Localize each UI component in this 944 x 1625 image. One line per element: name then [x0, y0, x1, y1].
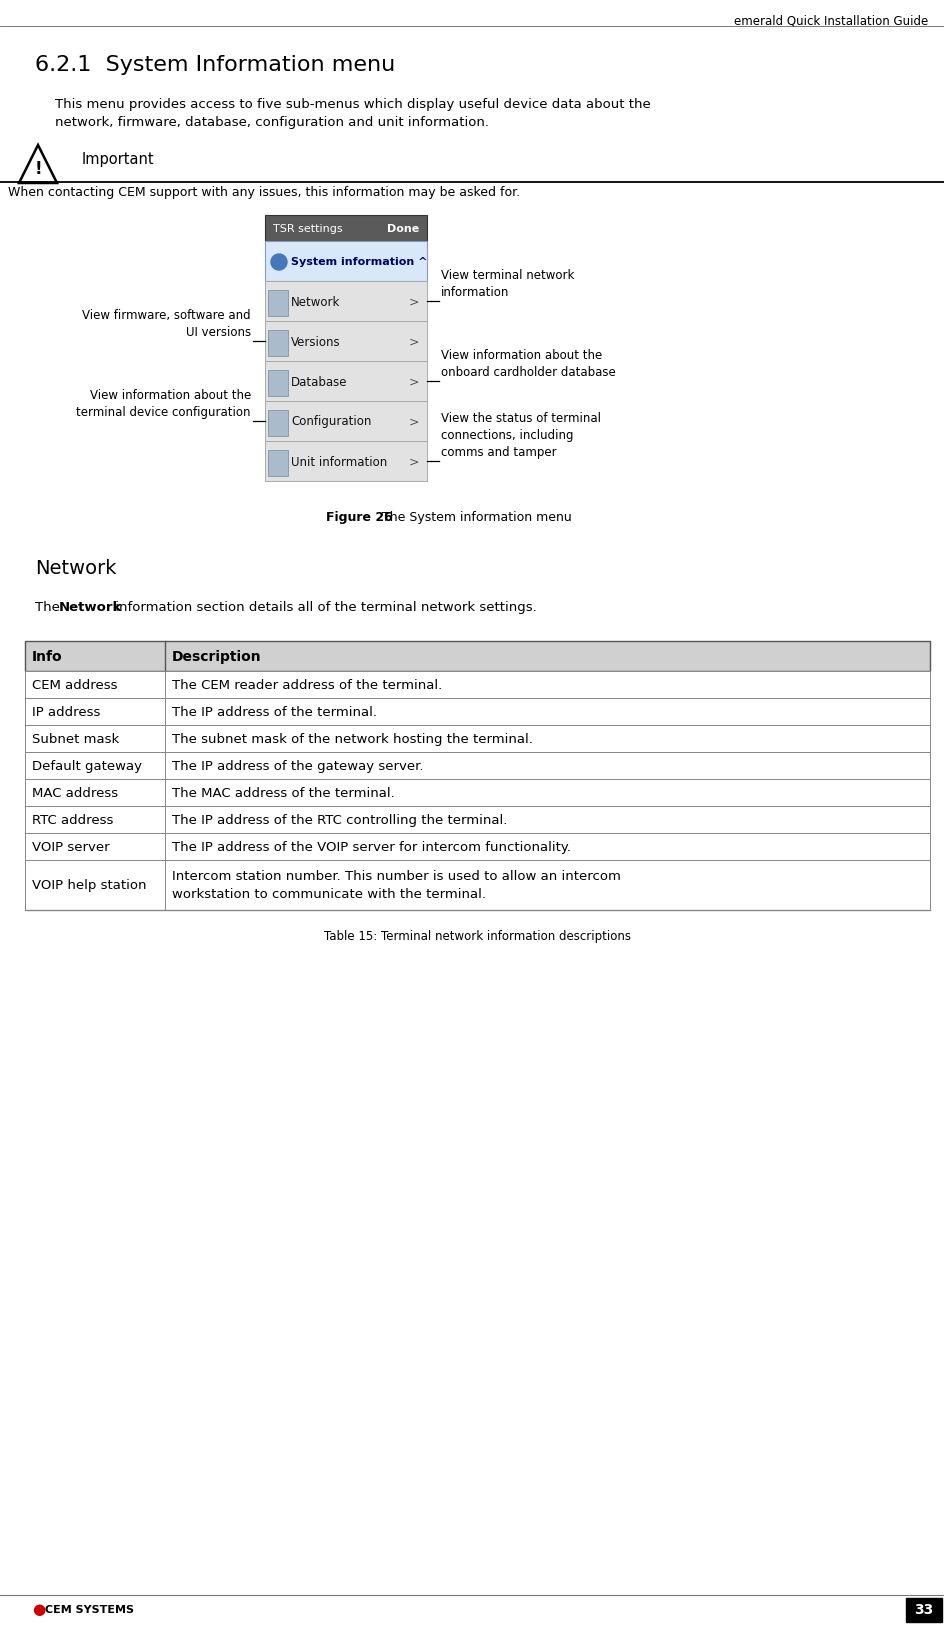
Text: 33: 33 [915, 1602, 934, 1617]
FancyBboxPatch shape [265, 322, 427, 361]
Text: IP address: IP address [32, 705, 100, 718]
Text: When contacting CEM support with any issues, this information may be asked for.: When contacting CEM support with any iss… [8, 185, 520, 198]
FancyBboxPatch shape [265, 401, 427, 440]
FancyBboxPatch shape [25, 778, 930, 806]
Text: The IP address of the terminal.: The IP address of the terminal. [172, 705, 377, 718]
FancyBboxPatch shape [268, 450, 288, 476]
Text: >: > [409, 335, 419, 348]
Text: The IP address of the VOIP server for intercom functionality.: The IP address of the VOIP server for in… [172, 842, 571, 855]
Text: View the status of terminal
connections, including
comms and tamper: View the status of terminal connections,… [441, 413, 601, 458]
Text: View information about the
terminal device configuration: View information about the terminal devi… [76, 388, 251, 419]
Text: VOIP help station: VOIP help station [32, 879, 146, 892]
Text: CEM address: CEM address [32, 679, 117, 692]
FancyBboxPatch shape [265, 440, 427, 481]
FancyBboxPatch shape [265, 361, 427, 401]
Text: System information ^: System information ^ [291, 257, 428, 266]
FancyBboxPatch shape [25, 725, 930, 752]
FancyBboxPatch shape [25, 860, 930, 910]
Text: Network: Network [35, 559, 116, 578]
Text: emerald Quick Installation Guide: emerald Quick Installation Guide [733, 15, 928, 28]
FancyBboxPatch shape [268, 289, 288, 315]
Text: Default gateway: Default gateway [32, 760, 142, 773]
Text: Network: Network [59, 601, 123, 614]
Text: Table 15: Terminal network information descriptions: Table 15: Terminal network information d… [324, 929, 631, 942]
Text: information section details all of the terminal network settings.: information section details all of the t… [111, 601, 537, 614]
Text: >: > [409, 296, 419, 309]
Text: The subnet mask of the network hosting the terminal.: The subnet mask of the network hosting t… [172, 733, 532, 746]
FancyBboxPatch shape [25, 834, 930, 860]
FancyBboxPatch shape [265, 240, 427, 281]
FancyBboxPatch shape [268, 330, 288, 356]
FancyBboxPatch shape [265, 281, 427, 322]
FancyBboxPatch shape [25, 699, 930, 725]
Circle shape [271, 254, 287, 270]
Text: workstation to communicate with the terminal.: workstation to communicate with the term… [172, 887, 486, 900]
Text: RTC address: RTC address [32, 814, 113, 827]
FancyBboxPatch shape [268, 410, 288, 436]
Text: The: The [35, 601, 64, 614]
Text: CEM SYSTEMS: CEM SYSTEMS [45, 1606, 134, 1615]
Text: The System information menu: The System information menu [378, 510, 572, 523]
Text: Done: Done [387, 224, 419, 234]
Text: Database: Database [291, 375, 347, 388]
Text: The IP address of the RTC controlling the terminal.: The IP address of the RTC controlling th… [172, 814, 507, 827]
Text: TSR settings: TSR settings [273, 224, 343, 234]
Text: Network: Network [291, 296, 341, 309]
Text: 6.2.1  System Information menu: 6.2.1 System Information menu [35, 55, 396, 75]
Text: This menu provides access to five sub-menus which display useful device data abo: This menu provides access to five sub-me… [55, 98, 650, 111]
FancyBboxPatch shape [265, 214, 427, 240]
Text: Description: Description [172, 650, 261, 665]
Text: Figure 26: Figure 26 [326, 510, 393, 523]
Text: View terminal network
information: View terminal network information [441, 270, 574, 299]
FancyBboxPatch shape [25, 806, 930, 834]
Text: Configuration: Configuration [291, 416, 371, 429]
Text: The MAC address of the terminal.: The MAC address of the terminal. [172, 786, 395, 800]
Text: Intercom station number. This number is used to allow an intercom: Intercom station number. This number is … [172, 869, 621, 882]
Text: >: > [409, 375, 419, 388]
Text: The IP address of the gateway server.: The IP address of the gateway server. [172, 760, 424, 773]
FancyBboxPatch shape [25, 671, 930, 699]
Text: MAC address: MAC address [32, 786, 118, 800]
Text: Versions: Versions [291, 335, 341, 348]
Text: View firmware, software and
UI versions: View firmware, software and UI versions [82, 309, 251, 340]
Text: VOIP server: VOIP server [32, 842, 110, 855]
Text: View information about the
onboard cardholder database: View information about the onboard cardh… [441, 349, 615, 379]
Text: ●: ● [32, 1602, 45, 1617]
FancyBboxPatch shape [25, 752, 930, 778]
FancyBboxPatch shape [906, 1597, 942, 1622]
Text: Unit information: Unit information [291, 455, 387, 468]
Text: Important: Important [82, 153, 155, 167]
FancyBboxPatch shape [268, 370, 288, 396]
FancyBboxPatch shape [25, 640, 930, 671]
Text: The CEM reader address of the terminal.: The CEM reader address of the terminal. [172, 679, 442, 692]
Text: network, firmware, database, configuration and unit information.: network, firmware, database, configurati… [55, 115, 489, 128]
Text: >: > [409, 455, 419, 468]
Text: !: ! [34, 159, 42, 177]
Text: Info: Info [32, 650, 62, 665]
Text: >: > [409, 416, 419, 429]
Text: Subnet mask: Subnet mask [32, 733, 119, 746]
